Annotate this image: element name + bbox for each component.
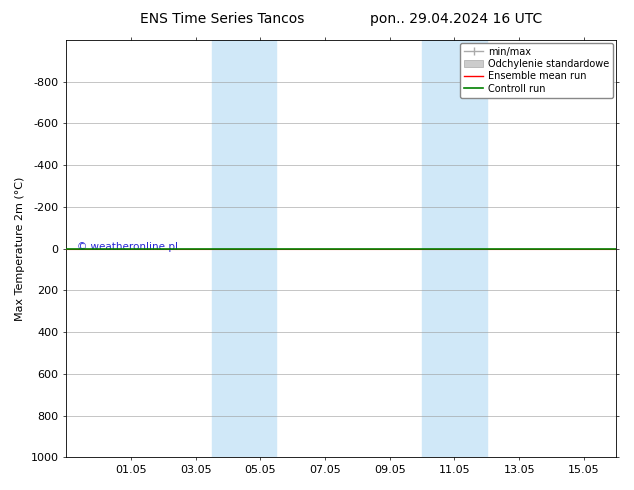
Text: © weatheronline.pl: © weatheronline.pl <box>77 242 178 251</box>
Bar <box>422 40 487 457</box>
Bar <box>212 40 276 457</box>
Y-axis label: Max Temperature 2m (°C): Max Temperature 2m (°C) <box>15 176 25 321</box>
Legend: min/max, Odchylenie standardowe, Ensemble mean run, Controll run: min/max, Odchylenie standardowe, Ensembl… <box>460 43 613 98</box>
Text: ENS Time Series Tancos: ENS Time Series Tancos <box>139 12 304 26</box>
Text: pon.. 29.04.2024 16 UTC: pon.. 29.04.2024 16 UTC <box>370 12 543 26</box>
